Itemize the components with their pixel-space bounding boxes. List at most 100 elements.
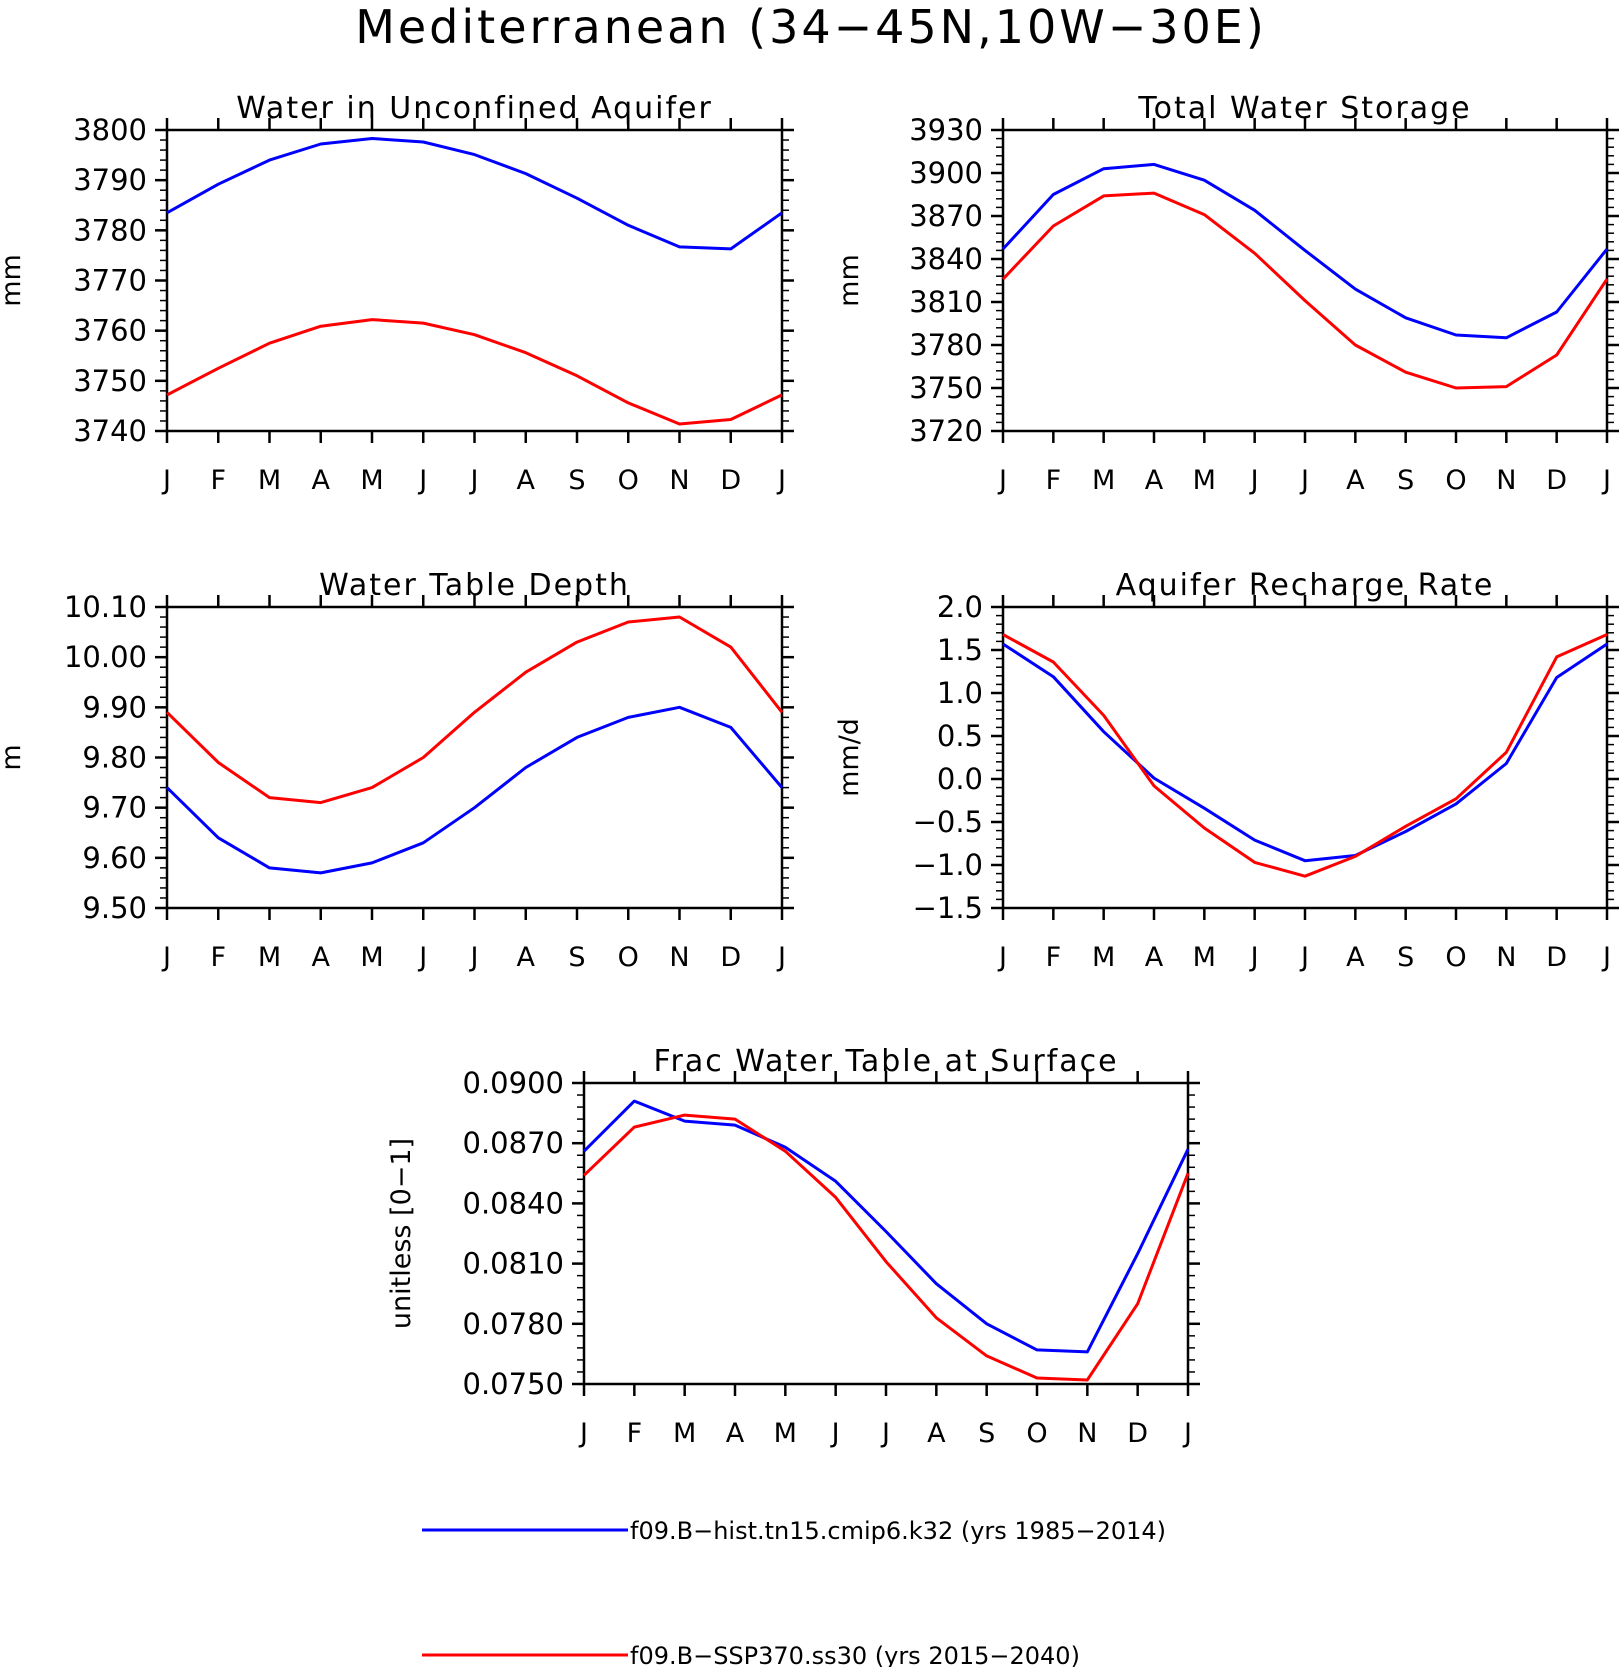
y-tick-label: 3870 — [909, 199, 983, 233]
x-tick-label: M — [1193, 465, 1216, 496]
x-tick-label: F — [210, 465, 226, 496]
x-tick-label: M — [1193, 942, 1216, 973]
y-tick-label: 0.0900 — [463, 1066, 564, 1100]
y-tick-label: −1.0 — [913, 848, 983, 882]
series-line-ssp370 — [1001, 191, 1609, 390]
x-tick-label: J — [776, 942, 786, 973]
x-tick-label: D — [1546, 465, 1567, 496]
x-tick-label: J — [997, 465, 1007, 496]
x-tick-label: M — [258, 942, 281, 973]
x-tick-label: A — [1346, 465, 1365, 496]
x-tick-label: O — [1026, 1418, 1047, 1449]
x-tick-label: O — [618, 465, 639, 496]
x-tick-label: M — [774, 1418, 797, 1449]
x-tick-label: A — [312, 465, 331, 496]
y-tick-label: 3780 — [73, 213, 147, 247]
panel-water-in-unconfined-aquifer: Water in Unconfined Aquifer3740375037603… — [0, 91, 794, 496]
x-tick-label: J — [776, 465, 786, 496]
legend-item-ssp370: f09.B−SSP370.ss30 (yrs 2015−2040) — [422, 1642, 1080, 1667]
x-tick-label: J — [469, 942, 479, 973]
x-tick-label: N — [1077, 1418, 1097, 1449]
x-tick-label: M — [258, 465, 281, 496]
x-tick-label: J — [830, 1418, 840, 1449]
plot-frame — [165, 128, 784, 433]
x-tick-label: F — [1046, 465, 1062, 496]
series-line-hist — [1002, 642, 1608, 863]
x-tick-label: F — [1046, 942, 1062, 973]
x-tick-label: N — [669, 942, 689, 973]
series-line-ssp370 — [165, 615, 784, 805]
panel-total-water-storage: Total Water Storage 3720 3750 3780 3810 3840 3… — [834, 91, 1619, 496]
x-tick-label: F — [627, 1418, 643, 1449]
panel-water-table-depth: Water Table Depth9.509.609.709.809.9010.… — [0, 568, 794, 973]
x-tick-label: S — [1397, 942, 1414, 973]
panel-frac-water-table-at-surface: Frac Water Table at Surface0.07500.07800… — [386, 1044, 1200, 1449]
x-tick-label: N — [669, 465, 689, 496]
x-tick-label: J — [1182, 1418, 1192, 1449]
y-tick-label: 0.0840 — [463, 1186, 564, 1220]
x-tick-label: M — [1092, 465, 1115, 496]
x-tick-label: M — [673, 1418, 696, 1449]
x-tick-label: D — [1546, 942, 1567, 973]
y-tick-label: 9.90 — [82, 690, 147, 724]
y-tick-label: 0.5 — [937, 719, 983, 753]
legend-label-ssp370: f09.B−SSP370.ss30 (yrs 2015−2040) — [630, 1642, 1080, 1667]
x-tick-label: J — [1601, 942, 1611, 973]
y-tick-label: 3750 — [909, 371, 983, 405]
x-tick-label: O — [1445, 942, 1466, 973]
x-tick-label: D — [720, 465, 741, 496]
x-tick-label: A — [517, 465, 536, 496]
series-line-ssp370 — [1002, 633, 1608, 878]
y-tick-label: 3810 — [909, 285, 983, 319]
legend-item-hist: f09.B−hist.tn15.cmip6.k32 (yrs 1985−2014… — [422, 1517, 1166, 1545]
y-tick-label: 0.0870 — [463, 1126, 564, 1160]
x-tick-label: J — [161, 942, 171, 973]
panel-title: Total Water Storage — [1137, 91, 1471, 126]
series-line-hist — [1001, 162, 1609, 340]
series-line-ssp370 — [582, 1113, 1190, 1382]
y-tick-label: 0.0810 — [463, 1247, 564, 1281]
y-tick-label: 0.0780 — [463, 1307, 564, 1341]
x-tick-label: A — [726, 1418, 745, 1449]
x-tick-label: J — [417, 465, 427, 496]
y-tick-label: −0.5 — [913, 805, 983, 839]
y-tick-label: 1.0 — [937, 676, 983, 710]
y-tick-label: 0.0750 — [463, 1367, 564, 1401]
y-tick-label: 3720 — [909, 414, 983, 448]
x-tick-label: J — [417, 942, 427, 973]
y-tick-label: 9.80 — [82, 741, 147, 775]
y-tick-label: 9.50 — [82, 891, 147, 925]
x-tick-label: F — [210, 942, 226, 973]
x-tick-label: J — [1299, 942, 1309, 973]
x-tick-label: J — [880, 1418, 890, 1449]
y-tick-label: 9.70 — [82, 791, 147, 825]
y-tick-label: 9.60 — [82, 841, 147, 875]
y-tick-label: 3930 — [909, 113, 983, 147]
y-tick-label: 1.5 — [937, 633, 983, 667]
x-tick-label: A — [1346, 942, 1365, 973]
y-axis-label: mm — [0, 254, 27, 307]
y-tick-label: 3760 — [73, 314, 147, 348]
y-tick-label: 3790 — [73, 163, 147, 197]
series-line-hist — [166, 137, 783, 251]
series-line-hist — [165, 705, 784, 875]
legend: f09.B−hist.tn15.cmip6.k32 (yrs 1985−2014… — [422, 1517, 1166, 1667]
y-tick-label: −1.5 — [913, 891, 983, 925]
panel-aquifer-recharge-rate: Aquifer Recharge Rate−1.5−1.0−0.50.00.51… — [834, 568, 1619, 973]
x-tick-label: J — [161, 465, 171, 496]
x-tick-label: A — [312, 942, 331, 973]
y-tick-label: 0.0 — [937, 762, 983, 796]
y-axis-label: mm/d — [834, 718, 865, 797]
series-line-hist — [582, 1099, 1190, 1354]
y-tick-label: 10.10 — [64, 590, 147, 624]
x-tick-label: O — [1445, 465, 1466, 496]
y-axis-label: unitless [0−1] — [386, 1138, 417, 1329]
x-tick-label: J — [997, 942, 1007, 973]
y-tick-label: 10.00 — [64, 640, 147, 674]
x-tick-label: S — [568, 942, 585, 973]
x-tick-label: N — [1496, 942, 1516, 973]
x-tick-label: A — [1145, 465, 1164, 496]
y-tick-label: 2.0 — [937, 590, 983, 624]
series-line-ssp370 — [166, 318, 783, 426]
